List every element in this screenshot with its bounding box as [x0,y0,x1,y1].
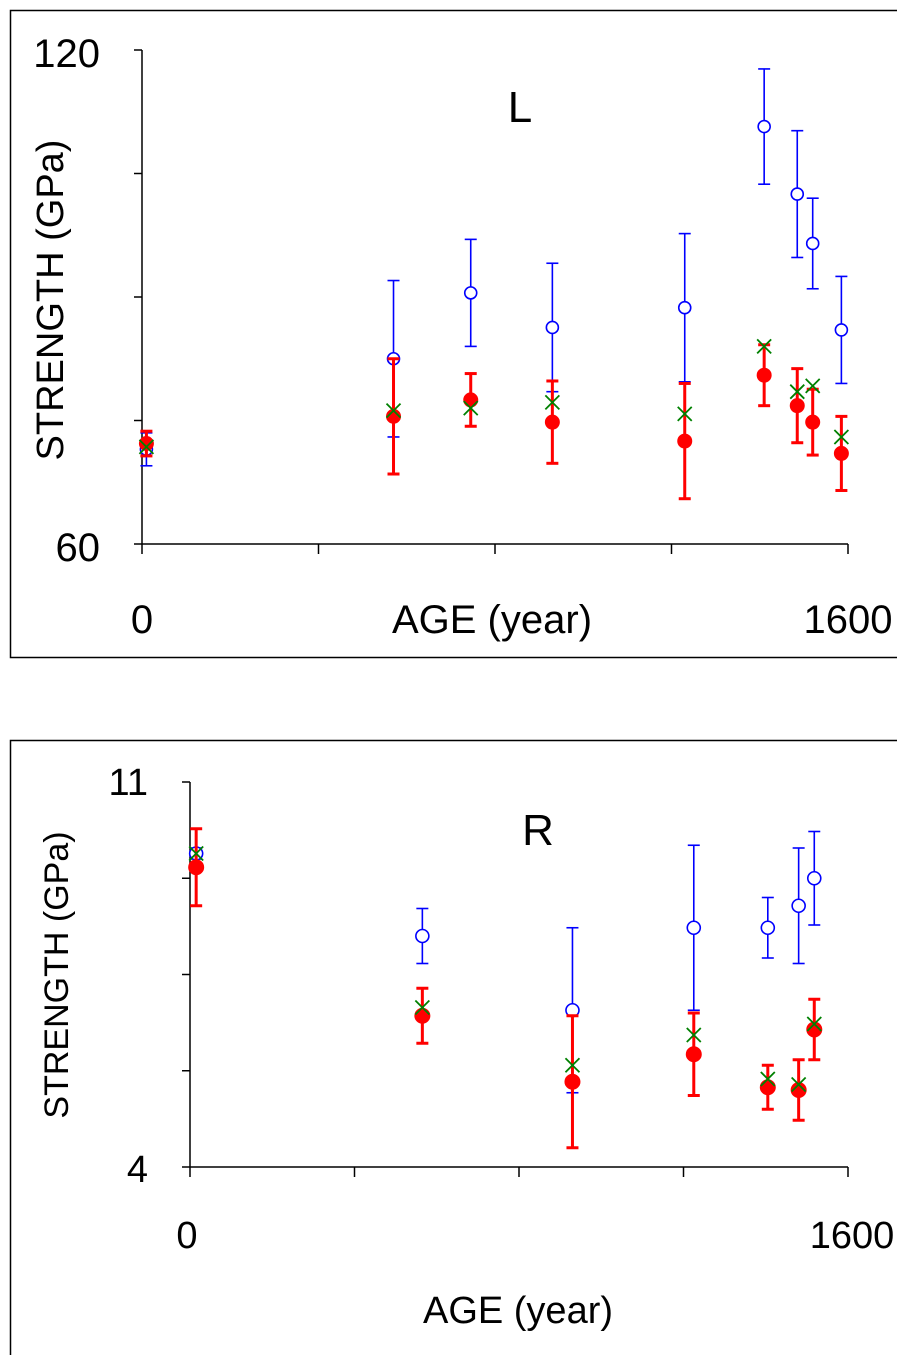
red-filled-circle-point [464,393,478,407]
panel-l-xtick-min: 0 [131,598,153,642]
blue-open-circle-point [835,324,847,336]
panel-r-ylabel: STRENGTH (GPa) [38,831,76,1118]
panel-l-ylabel: STRENGTH (GPa) [30,140,72,461]
panel-l: L STRENGTH (GPa) AGE (year) 120 60 0 160… [11,11,897,658]
blue-open-circle-point [791,188,803,200]
panel-r-ytick-max: 11 [109,762,148,804]
panel-r-xtick-min: 0 [176,1215,197,1257]
red-filled-circle-point [806,415,820,429]
panel-r: R STRENGTH (GPa) AGE (year) 11 4 0 1600 [11,741,897,1356]
red-filled-circle-point [686,1047,701,1062]
blue-open-circle-point [807,237,819,249]
blue-open-circle-point [416,930,429,943]
panel-l-title: L [508,83,532,132]
panel-r-xlabel: AGE (year) [423,1290,613,1332]
red-filled-circle-point [790,399,804,413]
red-filled-circle-point [545,415,559,429]
blue-open-circle-point [679,302,691,314]
panel-r-xtick-max: 1600 [810,1215,895,1257]
red-filled-circle-point [834,446,848,460]
panel-l-xlabel: AGE (year) [392,598,592,642]
red-filled-circle-point [757,368,771,382]
blue-open-circle-point [808,872,821,885]
red-filled-circle-point [139,437,153,451]
red-filled-circle-point [415,1008,430,1023]
blue-open-circle-point [758,121,770,133]
red-filled-circle-point [189,860,204,875]
red-filled-circle-point [678,434,692,448]
blue-open-circle-point [465,287,477,299]
panel-l-xtick-max: 1600 [804,598,893,642]
red-filled-circle-point [565,1074,580,1089]
blue-open-circle-point [687,921,700,934]
blue-open-circle-point [546,321,558,333]
panel-r-title: R [522,806,554,855]
panel-l-ytick-min: 60 [56,526,101,570]
panel-r-frame [11,741,897,1356]
blue-open-circle-point [761,921,774,934]
panel-l-ytick-max: 120 [33,32,100,76]
red-filled-circle-point [760,1080,775,1095]
panel-r-ytick-min: 4 [127,1149,148,1191]
blue-open-circle-point [792,899,805,912]
